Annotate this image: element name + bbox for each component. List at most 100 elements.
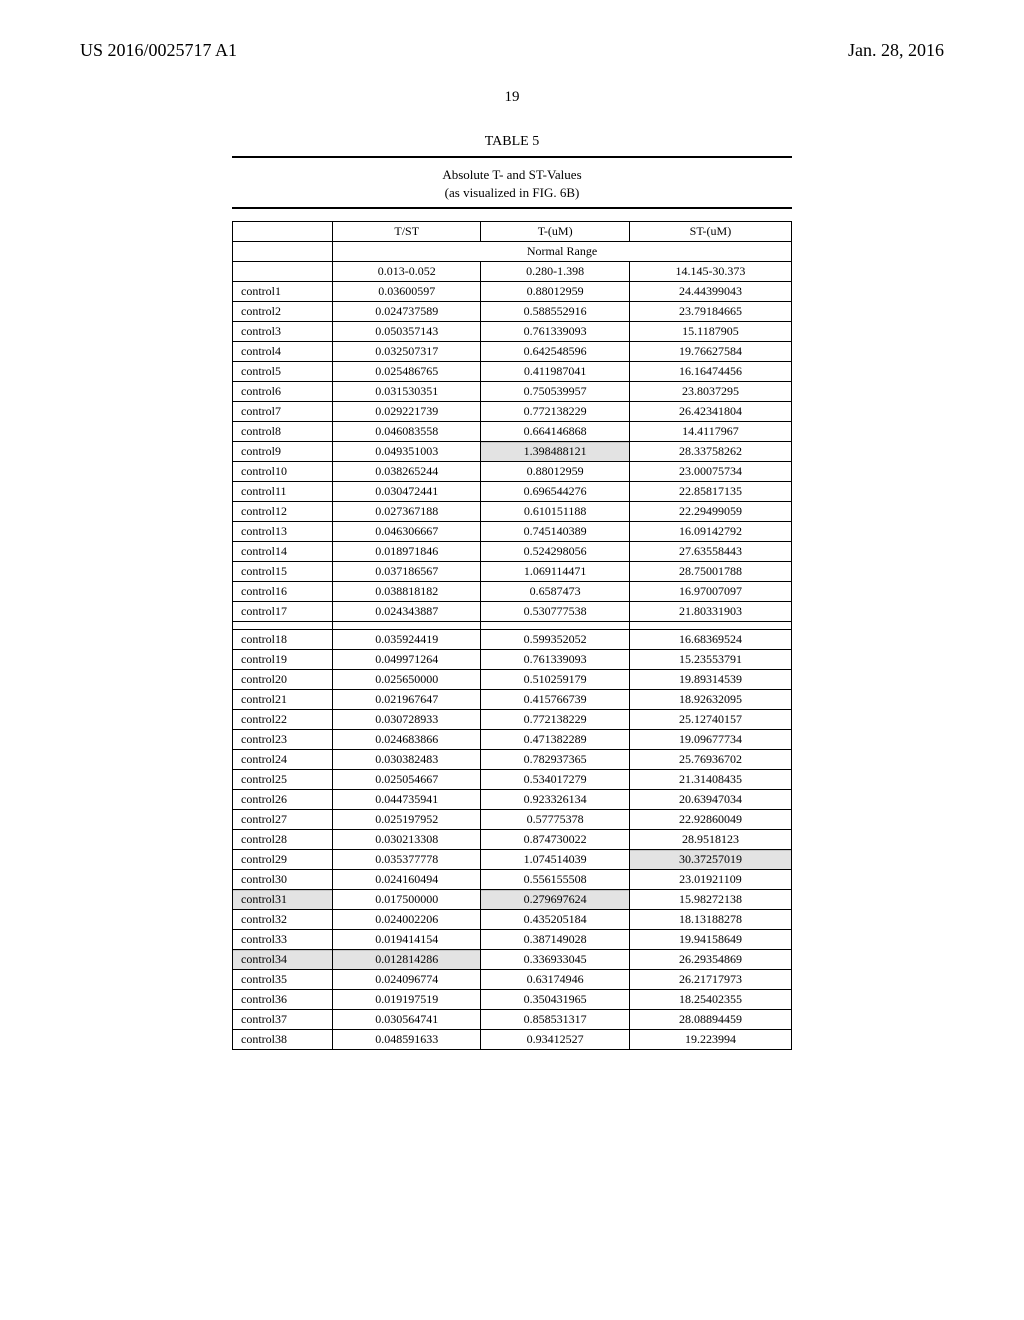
row-tum: 0.415766739 [481, 690, 629, 710]
row-tum: 0.696544276 [481, 482, 629, 502]
row-stum: 22.92860049 [629, 810, 791, 830]
row-stum: 24.44399043 [629, 282, 791, 302]
row-name: control27 [233, 810, 333, 830]
table-row: control10.036005970.8801295924.44399043 [233, 282, 792, 302]
row-tum: 0.642548596 [481, 342, 629, 362]
row-stum: 26.21717973 [629, 970, 791, 990]
row-stum: 21.31408435 [629, 770, 791, 790]
row-stum: 19.76627584 [629, 342, 791, 362]
row-stum: 18.13188278 [629, 910, 791, 930]
row-tum: 0.471382289 [481, 730, 629, 750]
row-name: control21 [233, 690, 333, 710]
row-tst: 0.046306667 [333, 522, 481, 542]
col-tum: T-(uM) [481, 222, 629, 242]
row-tst: 0.025650000 [333, 670, 481, 690]
data-table: T/ST T-(uM) ST-(uM) Normal Range 0.013-0… [232, 221, 792, 1050]
row-tum: 0.858531317 [481, 1010, 629, 1030]
table-row: control20.0247375890.58855291623.7918466… [233, 302, 792, 322]
row-name: control24 [233, 750, 333, 770]
row-tum: 0.588552916 [481, 302, 629, 322]
row-tum: 0.772138229 [481, 402, 629, 422]
col-tst: T/ST [333, 222, 481, 242]
row-name: control13 [233, 522, 333, 542]
row-stum: 27.63558443 [629, 542, 791, 562]
table-row: control90.0493510031.39848812128.3375826… [233, 442, 792, 462]
table-row: control320.0240022060.43520518418.131882… [233, 910, 792, 930]
row-tst: 0.031530351 [333, 382, 481, 402]
row-tum: 0.556155508 [481, 870, 629, 890]
row-stum: 16.09142792 [629, 522, 791, 542]
table-row: control210.0219676470.41576673918.926320… [233, 690, 792, 710]
row-tst: 0.024737589 [333, 302, 481, 322]
row-tum: 0.88012959 [481, 462, 629, 482]
row-name: control18 [233, 630, 333, 650]
row-stum: 23.8037295 [629, 382, 791, 402]
row-tst: 0.046083558 [333, 422, 481, 442]
row-name: control14 [233, 542, 333, 562]
row-tst: 0.019197519 [333, 990, 481, 1010]
row-tum: 0.745140389 [481, 522, 629, 542]
table-wrap: T/ST T-(uM) ST-(uM) Normal Range 0.013-0… [232, 221, 792, 1050]
row-name: control15 [233, 562, 333, 582]
table-row: control310.0175000000.27969762415.982721… [233, 890, 792, 910]
row-name: control22 [233, 710, 333, 730]
row-tst: 0.012814286 [333, 950, 481, 970]
row-stum: 19.09677734 [629, 730, 791, 750]
row-stum: 23.00075734 [629, 462, 791, 482]
row-tst: 0.048591633 [333, 1030, 481, 1050]
row-stum: 28.9518123 [629, 830, 791, 850]
row-name: control32 [233, 910, 333, 930]
row-stum: 23.79184665 [629, 302, 791, 322]
col-stum: ST-(uM) [629, 222, 791, 242]
table-row: control50.0254867650.41198704116.1647445… [233, 362, 792, 382]
row-tum: 0.782937365 [481, 750, 629, 770]
row-tum: 0.387149028 [481, 930, 629, 950]
row-tst: 0.017500000 [333, 890, 481, 910]
row-tum: 0.530777538 [481, 602, 629, 622]
table-row: control240.0303824830.78293736525.769367… [233, 750, 792, 770]
table-row: control30.0503571430.76133909315.1187905 [233, 322, 792, 342]
row-tum: 0.435205184 [481, 910, 629, 930]
row-tum: 0.664146868 [481, 422, 629, 442]
row-name: control34 [233, 950, 333, 970]
row-stum: 28.08894459 [629, 1010, 791, 1030]
row-stum: 19.89314539 [629, 670, 791, 690]
row-tum: 0.510259179 [481, 670, 629, 690]
row-tum: 0.761339093 [481, 322, 629, 342]
row-name: control33 [233, 930, 333, 950]
row-name: control26 [233, 790, 333, 810]
row-tum: 0.534017279 [481, 770, 629, 790]
section-gap [233, 622, 792, 630]
table-row: control110.0304724410.69654427622.858171… [233, 482, 792, 502]
table-row: control230.0246838660.47138228919.096777… [233, 730, 792, 750]
table-row: control150.0371865671.06911447128.750017… [233, 562, 792, 582]
row-name: control31 [233, 890, 333, 910]
header-row: US 2016/0025717 A1 Jan. 28, 2016 [80, 40, 944, 61]
row-name: control25 [233, 770, 333, 790]
row-stum: 22.85817135 [629, 482, 791, 502]
row-tum: 0.750539957 [481, 382, 629, 402]
row-tst: 0.049971264 [333, 650, 481, 670]
row-stum: 18.92632095 [629, 690, 791, 710]
table-row: control350.0240967740.6317494626.2171797… [233, 970, 792, 990]
page-number: 19 [80, 89, 944, 106]
table-row: control120.0273671880.61015118822.294990… [233, 502, 792, 522]
row-tst: 0.038818182 [333, 582, 481, 602]
row-stum: 16.16474456 [629, 362, 791, 382]
row-name: control9 [233, 442, 333, 462]
row-stum: 30.37257019 [629, 850, 791, 870]
table-label: TABLE 5 [80, 134, 944, 150]
row-name: control35 [233, 970, 333, 990]
row-tum: 0.772138229 [481, 710, 629, 730]
row-tum: 0.761339093 [481, 650, 629, 670]
row-tst: 0.024160494 [333, 870, 481, 890]
row-tst: 0.030564741 [333, 1010, 481, 1030]
row-tum: 0.63174946 [481, 970, 629, 990]
row-tst: 0.025054667 [333, 770, 481, 790]
row-tst: 0.049351003 [333, 442, 481, 462]
table-row: control300.0241604940.55615550823.019211… [233, 870, 792, 890]
col-empty-3 [233, 262, 333, 282]
row-tum: 0.874730022 [481, 830, 629, 850]
row-name: control11 [233, 482, 333, 502]
table-body-b: control180.0359244190.59935205216.683695… [233, 630, 792, 1050]
